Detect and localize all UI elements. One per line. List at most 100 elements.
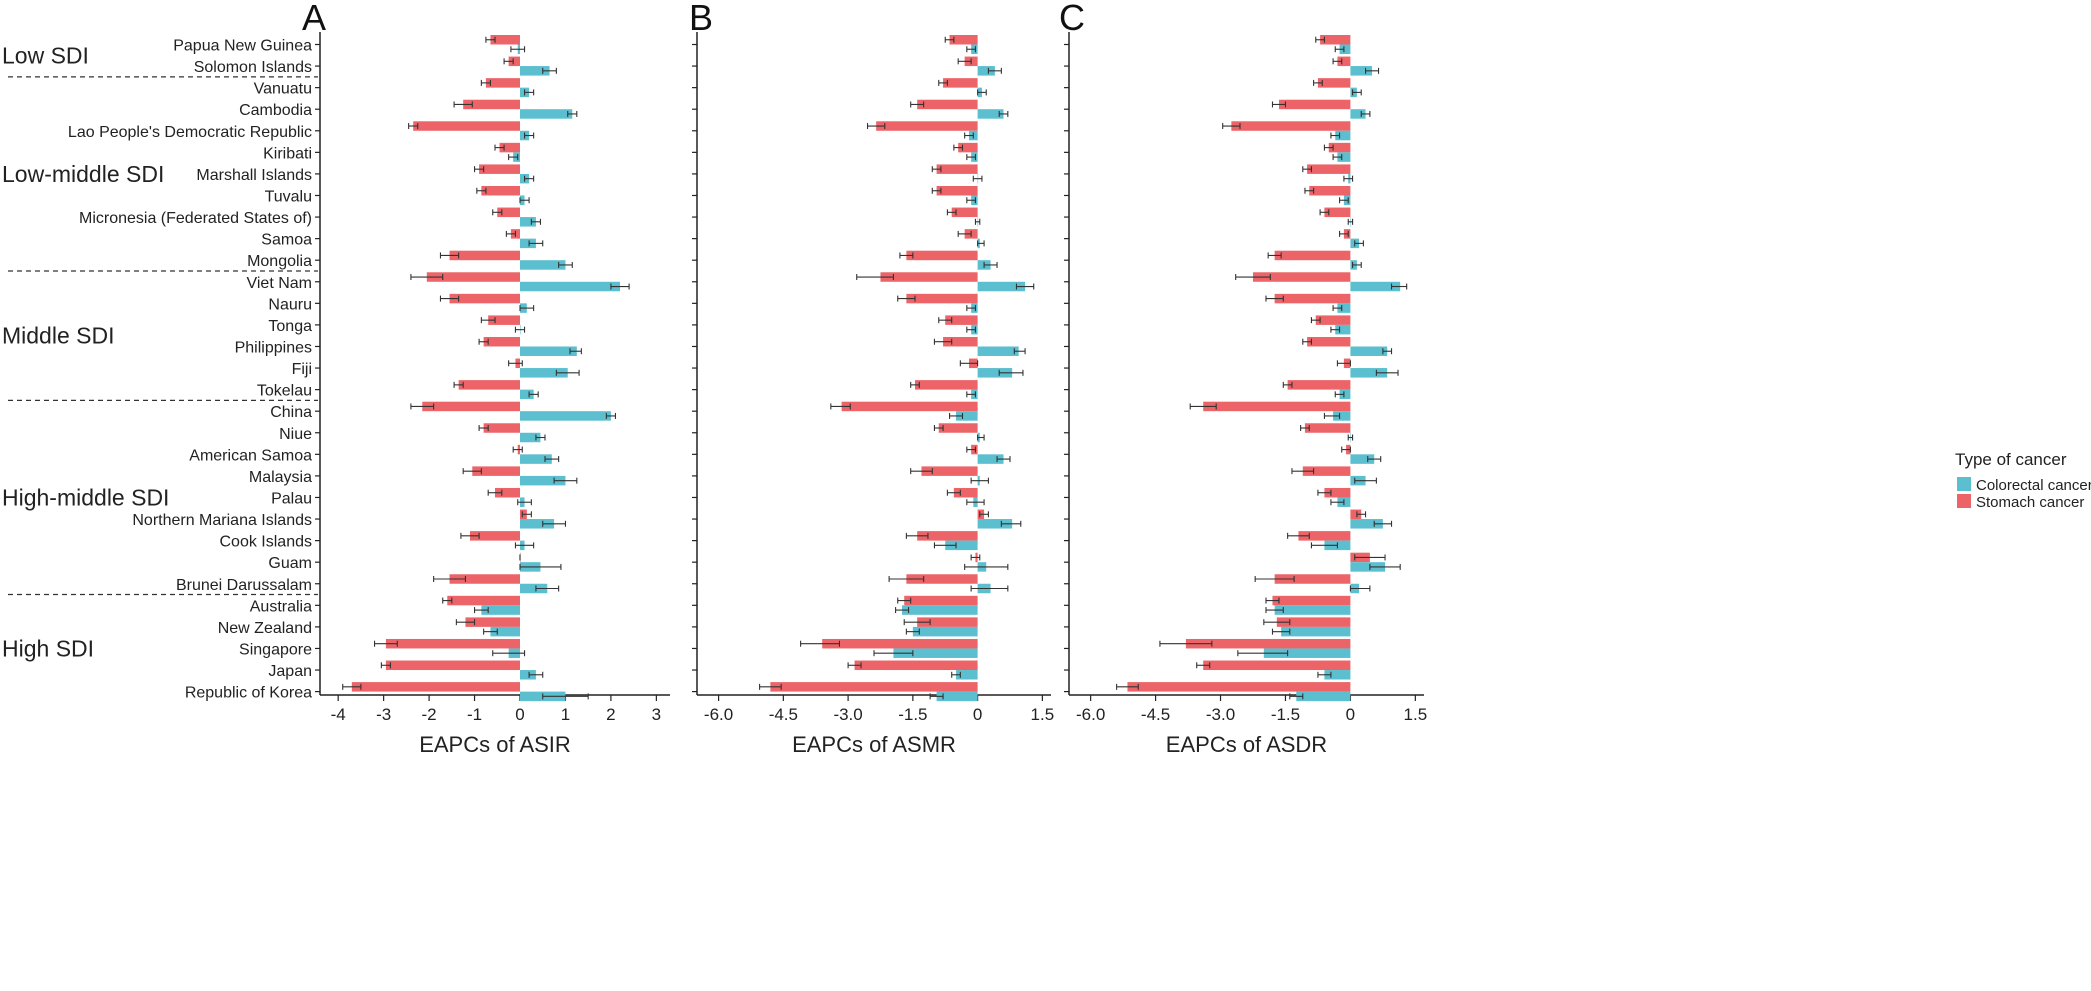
errorbar-stomach-lao-people-s-democratic-republic: [866, 123, 886, 130]
errorbar-colorectal-northern-mariana-islands: [1373, 520, 1393, 527]
bar-stomach-china: [1203, 401, 1351, 412]
country-label: Philippines: [235, 339, 312, 356]
bar-stomach-vanuatu: [485, 78, 520, 88]
errorbar-stomach-micronesia-federated-states-of: [946, 209, 957, 216]
errorbar-stomach-australia: [1265, 597, 1280, 604]
country-label: Vanuatu: [254, 81, 312, 98]
x-tick-label: 3: [652, 705, 661, 724]
panel-C: C -6.0 -4.5 -3.0 -1.5 0 1.5 EAPCs of ASDR: [1059, 0, 1427, 757]
bar-colorectal-cambodia: [1350, 109, 1366, 119]
bar-stomach-republic-of-korea: [770, 682, 978, 692]
errorbar-stomach-viet-nam: [1235, 274, 1271, 281]
errorbar-colorectal-republic-of-korea: [1289, 693, 1304, 700]
errorbar-colorectal-papua-new-guinea: [510, 46, 526, 53]
errorbar-colorectal-singapore: [873, 650, 914, 657]
x-tick-label: 2: [606, 705, 615, 724]
errorbar-stomach-mongolia: [1267, 252, 1282, 259]
errorbar-stomach-australia: [442, 597, 453, 604]
errorbar-colorectal-niue: [535, 434, 546, 441]
errorbar-colorectal-new-zealand: [905, 628, 920, 635]
bar-colorectal-china: [956, 411, 978, 421]
bar-stomach-micronesia-federated-states-of: [1324, 207, 1351, 218]
country-label: Nauru: [268, 296, 312, 313]
errorbar-stomach-kiribati: [953, 144, 964, 151]
legend: Type of cancer Colorectal cancer Stomach…: [1955, 450, 2091, 511]
country-label: Solomon Islands: [194, 59, 312, 76]
bar-colorectal-tonga: [1335, 324, 1351, 335]
legend-swatch-stomach: [1957, 494, 1971, 508]
bar-colorectal-china: [1333, 411, 1351, 421]
bar-colorectal-republic-of-korea: [936, 691, 978, 702]
bar-colorectal-new-zealand: [1281, 626, 1351, 637]
bar-stomach-tuvalu: [481, 185, 520, 196]
errorbar-stomach-palau: [1317, 489, 1332, 496]
bar-colorectal-philippines: [977, 346, 1019, 356]
bar-colorectal-fiji: [1350, 368, 1388, 378]
errorbar-stomach-tuvalu: [476, 187, 487, 194]
errorbar-colorectal-vanuatu: [523, 89, 535, 96]
bar-stomach-singapore: [385, 638, 520, 649]
errorbar-stomach-kiribati: [1323, 144, 1334, 151]
bar-colorectal-tokelau: [520, 389, 534, 400]
bar-stomach-china: [841, 401, 978, 412]
bar-colorectal-northern-mariana-islands: [977, 519, 1013, 529]
errorbar-colorectal-guam: [964, 563, 1009, 570]
bar-colorectal-philippines: [520, 346, 577, 356]
country-label: Northern Mariana Islands: [132, 512, 312, 529]
errorbar-colorectal-micronesia-federated-states-of: [530, 218, 542, 225]
errorbar-colorectal-tuvalu: [966, 197, 977, 204]
bar-stomach-japan: [1203, 660, 1351, 671]
errorbar-colorectal-china: [948, 412, 964, 419]
bar-colorectal-cambodia: [977, 109, 1004, 119]
errorbar-stomach-australia: [897, 597, 912, 604]
bar-stomach-viet-nam: [426, 272, 520, 282]
errorbar-colorectal-brunei-darussalam: [1349, 585, 1371, 592]
country-label: Guam: [268, 555, 312, 572]
bar-stomach-papua-new-guinea: [949, 35, 978, 45]
sdi-group-label: Middle SDI: [2, 323, 114, 349]
errorbar-stomach-singapore: [373, 640, 398, 647]
country-label: Malaysia: [249, 469, 312, 486]
bar-stomach-mongolia: [1274, 250, 1351, 261]
bar-stomach-micronesia-federated-states-of: [497, 207, 520, 218]
errorbar-stomach-malaysia: [1291, 468, 1315, 475]
errorbar-stomach-china: [830, 403, 851, 410]
bar-colorectal-viet-nam: [1350, 281, 1401, 292]
bar-stomach-tuvalu: [936, 185, 978, 196]
errorbar-stomach-republic-of-korea: [342, 683, 362, 690]
bar-stomach-republic-of-korea: [351, 682, 520, 692]
x-tick-label: -1.5: [1271, 705, 1300, 724]
errorbar-stomach-micronesia-federated-states-of: [1319, 209, 1330, 216]
errorbar-colorectal-vanuatu: [977, 89, 987, 96]
bar-stomach-nauru: [449, 293, 520, 304]
bar-stomach-new-zealand: [1276, 617, 1351, 627]
errorbar-stomach-tuvalu: [931, 187, 942, 194]
x-tick-label: -4.5: [769, 705, 798, 724]
x-tick-label: -3: [376, 705, 391, 724]
errorbar-colorectal-cook-islands: [514, 542, 535, 549]
errorbar-colorectal-micronesia-federated-states-of: [1347, 218, 1354, 225]
country-label: Niue: [279, 426, 312, 443]
bar-colorectal-china: [520, 411, 611, 421]
bar-stomach-kiribati: [499, 142, 520, 153]
bar-colorectal-micronesia-federated-states-of: [520, 217, 536, 227]
errorbar-colorectal-republic-of-korea: [542, 693, 589, 700]
bar-colorectal-cook-islands: [945, 540, 978, 551]
errorbar-stomach-fiji: [959, 360, 979, 367]
errorbar-colorectal-fiji: [555, 369, 580, 376]
errorbar-stomach-singapore: [1159, 640, 1213, 647]
errorbar-stomach-mongolia: [439, 252, 460, 259]
errorbar-colorectal-guam: [1369, 563, 1401, 570]
panel-letter: C: [1059, 0, 1085, 38]
errorbar-colorectal-lao-people-s-democratic-republic: [964, 132, 974, 139]
errorbar-stomach-fiji: [1336, 360, 1351, 367]
bar-colorectal-tokelau: [1339, 389, 1351, 400]
errorbar-colorectal-japan: [1317, 671, 1332, 678]
bar-colorectal-nauru: [1337, 303, 1351, 313]
bar-stomach-philippines: [943, 336, 978, 347]
errorbar-stomach-japan: [847, 662, 862, 669]
errorbar-colorectal-marshall-islands: [523, 175, 535, 182]
errorbar-stomach-new-zealand: [1263, 619, 1291, 626]
x-tick-label: -6.0: [704, 705, 733, 724]
